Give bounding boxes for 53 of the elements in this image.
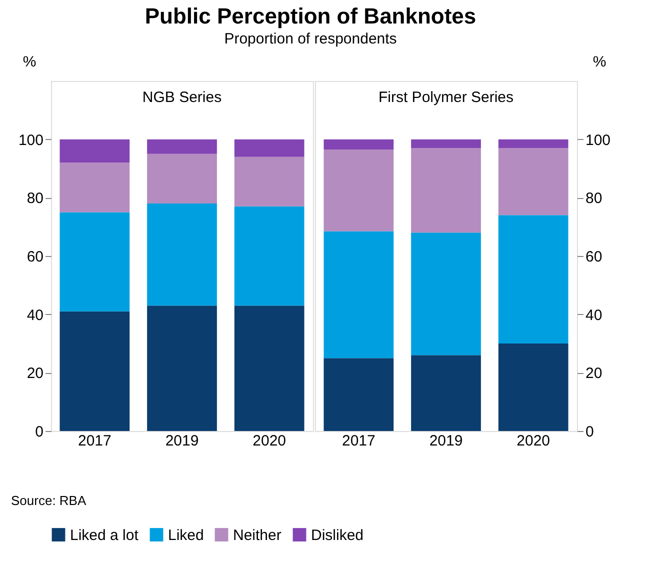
y-tick-label: 0 xyxy=(586,424,594,440)
x-tick-label: 2020 xyxy=(516,432,550,450)
y-tick-label: 60 xyxy=(586,248,602,266)
bar xyxy=(498,215,568,344)
bar xyxy=(324,231,394,358)
y-axis-title: % xyxy=(22,54,36,70)
bar xyxy=(498,344,568,431)
bar xyxy=(324,139,394,150)
y-tick-label: 0 xyxy=(35,424,44,440)
bar xyxy=(60,212,130,312)
y-tick-label: 60 xyxy=(26,248,44,266)
text: First Polymer Series xyxy=(378,89,514,106)
legend-label: Liked a lot xyxy=(70,526,140,544)
bar xyxy=(147,306,217,431)
bar xyxy=(411,355,481,431)
x-tick-label: 2017 xyxy=(78,432,112,450)
bar xyxy=(234,206,304,306)
y-tick-label: 40 xyxy=(586,306,602,324)
text: Proportion of respondents xyxy=(224,30,397,48)
x-tick-label: 2019 xyxy=(165,432,199,450)
bar xyxy=(498,148,568,216)
legend-label: Liked xyxy=(168,526,204,544)
bar xyxy=(411,232,481,356)
y-tick-label: 20 xyxy=(26,365,44,382)
bar xyxy=(498,139,568,148)
y-tick-label: 40 xyxy=(26,306,44,324)
legend-label: Disliked xyxy=(311,526,364,544)
y-tick-label: 100 xyxy=(586,132,611,149)
x-tick-label: 2020 xyxy=(252,432,286,450)
text: Public Perception of Banknotes xyxy=(144,4,476,28)
y-axis-title: % xyxy=(592,54,606,70)
x-tick-label: 2017 xyxy=(342,432,376,450)
bar xyxy=(147,204,217,306)
y-tick-label: 80 xyxy=(26,190,44,208)
bar xyxy=(60,162,130,212)
bar xyxy=(411,139,481,148)
bar xyxy=(234,306,304,431)
y-tick-label: 80 xyxy=(586,190,602,208)
bar xyxy=(60,311,130,431)
legend-label: Neither xyxy=(233,526,282,544)
y-tick-label: 100 xyxy=(18,132,44,149)
text: NGB Series xyxy=(142,89,222,106)
bar xyxy=(324,150,394,232)
source-note: Source: RBA xyxy=(11,493,86,508)
bar xyxy=(147,154,217,204)
bar xyxy=(411,148,481,233)
y-tick-label: 20 xyxy=(586,365,602,382)
x-tick-label: 2019 xyxy=(429,432,463,450)
bar xyxy=(324,358,394,431)
bar xyxy=(147,139,217,154)
bar xyxy=(234,139,304,157)
bar xyxy=(60,139,130,163)
bar xyxy=(234,156,304,206)
